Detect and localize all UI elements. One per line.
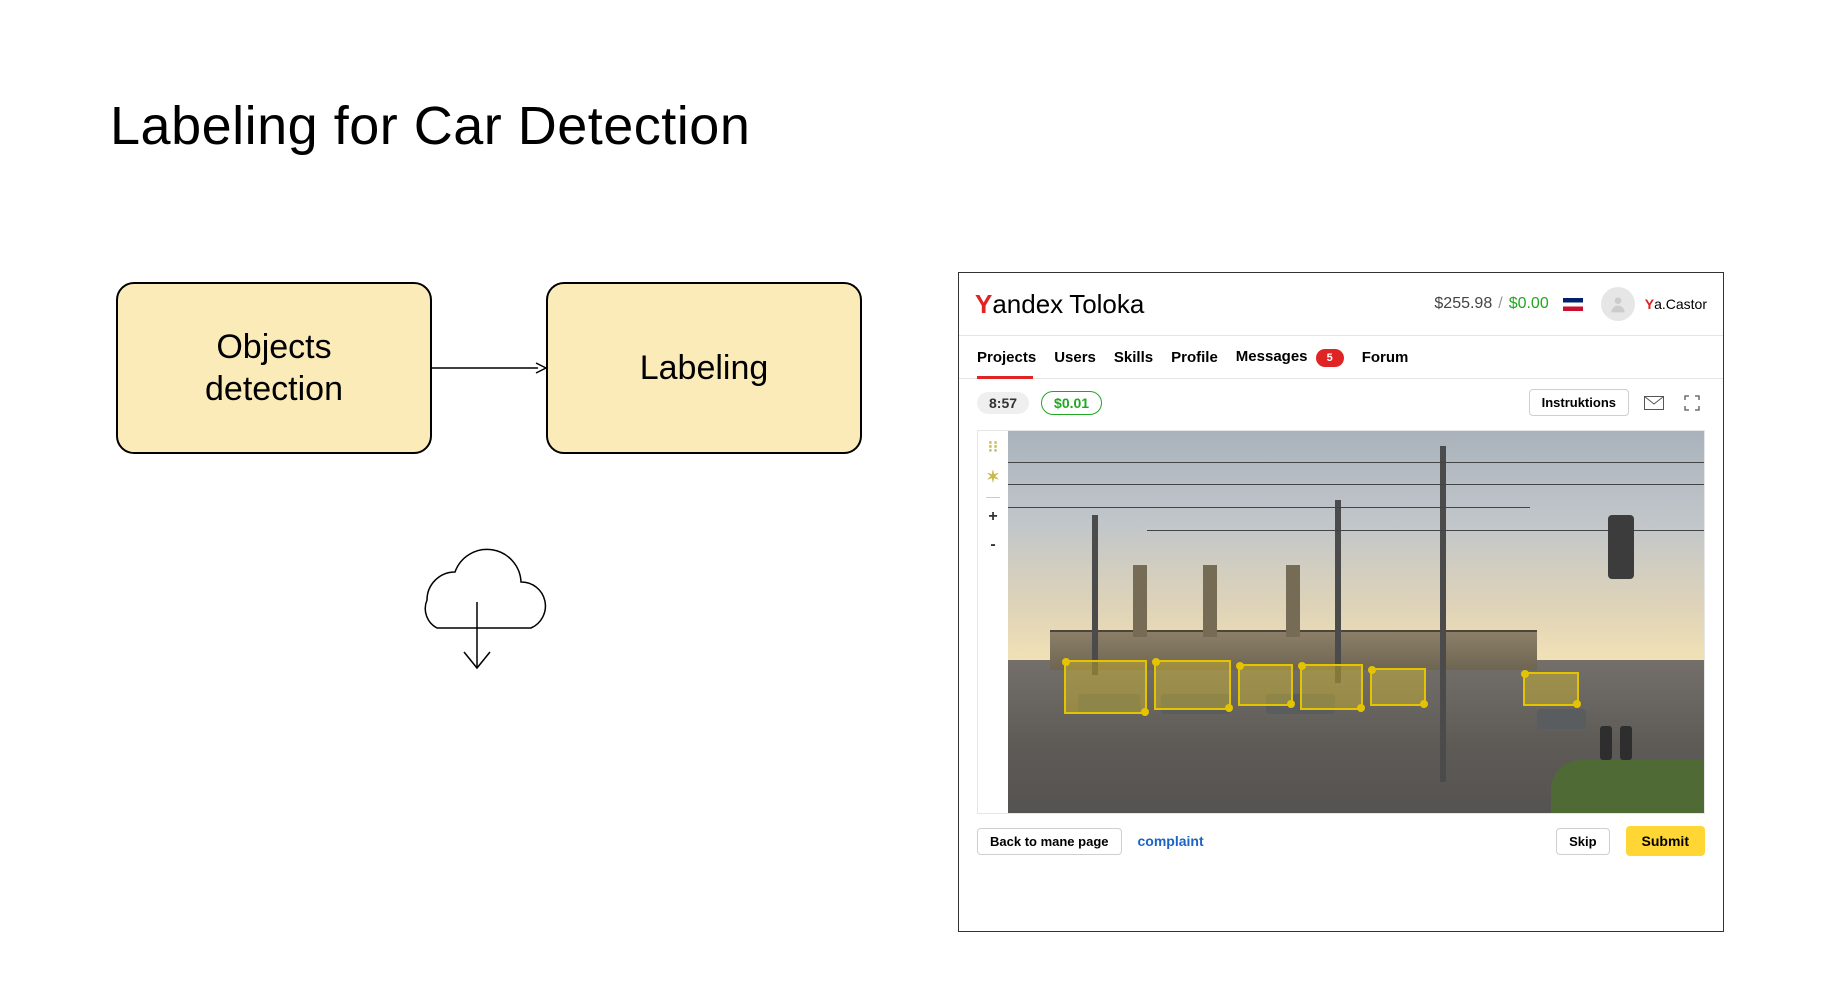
annotation-canvas[interactable] <box>1008 431 1704 813</box>
nav-projects[interactable]: Projects <box>977 349 1036 366</box>
tool-rail: ⁝⁝ ✶ + - <box>982 437 1004 554</box>
nav-profile[interactable]: Profile <box>1171 349 1218 366</box>
skip-button[interactable]: Skip <box>1556 828 1609 855</box>
annotation-bbox[interactable] <box>1370 668 1426 706</box>
balance-separator: / <box>1498 295 1502 313</box>
fullscreen-icon[interactable] <box>1679 392 1705 414</box>
mail-icon[interactable] <box>1641 392 1667 414</box>
wire <box>1008 507 1530 508</box>
bridge-pylon <box>1203 565 1217 638</box>
annotation-bbox[interactable] <box>1300 664 1363 710</box>
submit-button[interactable]: Submit <box>1626 826 1705 856</box>
nav-bar: Projects Users Skills Profile Messages 5… <box>959 336 1723 379</box>
annotation-bbox[interactable] <box>1064 660 1148 713</box>
nav-users[interactable]: Users <box>1054 349 1096 366</box>
slide-title: Labeling for Car Detection <box>110 95 750 157</box>
pedestrian <box>1620 726 1632 760</box>
bridge-pylon <box>1286 565 1300 638</box>
zoom-out-icon[interactable]: - <box>990 536 995 554</box>
wire <box>1008 484 1704 485</box>
toloka-screenshot: YandexToloka $255.98 / $0.00 Ya.Castor P… <box>958 272 1724 932</box>
tool-divider <box>986 497 1000 498</box>
tool-icon-2[interactable]: ✶ <box>986 467 999 487</box>
wire <box>1008 462 1704 463</box>
cloud-download-icon <box>392 530 562 680</box>
complaint-link[interactable]: complaint <box>1138 833 1204 849</box>
messages-badge: 5 <box>1316 349 1344 367</box>
balance-secondary: $0.00 <box>1509 295 1549 313</box>
annotation-bbox[interactable] <box>1238 664 1294 706</box>
car-silhouette <box>1537 709 1586 729</box>
nav-active-underline <box>977 376 1033 379</box>
zoom-in-icon[interactable]: + <box>988 508 997 526</box>
utility-pole <box>1440 446 1446 782</box>
timer-pill: 8:57 <box>977 392 1029 414</box>
utility-pole <box>1092 515 1098 675</box>
logo: YandexToloka <box>975 289 1144 320</box>
traffic-light <box>1608 515 1634 579</box>
tool-icon-1[interactable]: ⁝⁝ <box>988 437 998 457</box>
utility-pole <box>1335 500 1341 683</box>
annotation-bbox[interactable] <box>1523 672 1579 706</box>
annotation-canvas-wrap: ⁝⁝ ✶ + - <box>977 430 1705 814</box>
username[interactable]: Ya.Castor <box>1645 296 1707 312</box>
scene-sky <box>1008 431 1704 660</box>
price-pill: $0.01 <box>1041 391 1102 415</box>
avatar[interactable] <box>1601 287 1635 321</box>
nav-forum[interactable]: Forum <box>1362 349 1409 366</box>
flow-node-labeling: Labeling <box>546 282 862 454</box>
logo-y: Y <box>975 289 992 319</box>
flow-node-objects-detection: Objectsdetection <box>116 282 432 454</box>
back-button[interactable]: Back to mane page <box>977 828 1122 855</box>
logo-rest: andex <box>992 289 1063 319</box>
task-footer: Back to mane page complaint Skip Submit <box>959 814 1723 870</box>
task-toolbar: 8:57 $0.01 Instruktions <box>959 379 1723 426</box>
screenshot-header: YandexToloka $255.98 / $0.00 Ya.Castor <box>959 273 1723 336</box>
flag-icon[interactable] <box>1563 298 1583 311</box>
nav-skills[interactable]: Skills <box>1114 349 1153 366</box>
slide: Labeling for Car Detection Objectsdetect… <box>0 0 1840 992</box>
balance-primary: $255.98 <box>1434 295 1492 313</box>
annotation-bbox[interactable] <box>1154 660 1231 710</box>
logo-product: Toloka <box>1069 289 1144 319</box>
bridge-pylon <box>1133 565 1147 638</box>
pedestrian <box>1600 726 1612 760</box>
flow-arrow <box>428 358 550 378</box>
instructions-button[interactable]: Instruktions <box>1529 389 1629 416</box>
nav-messages[interactable]: Messages 5 <box>1236 348 1344 367</box>
scene-grass <box>1551 760 1704 813</box>
